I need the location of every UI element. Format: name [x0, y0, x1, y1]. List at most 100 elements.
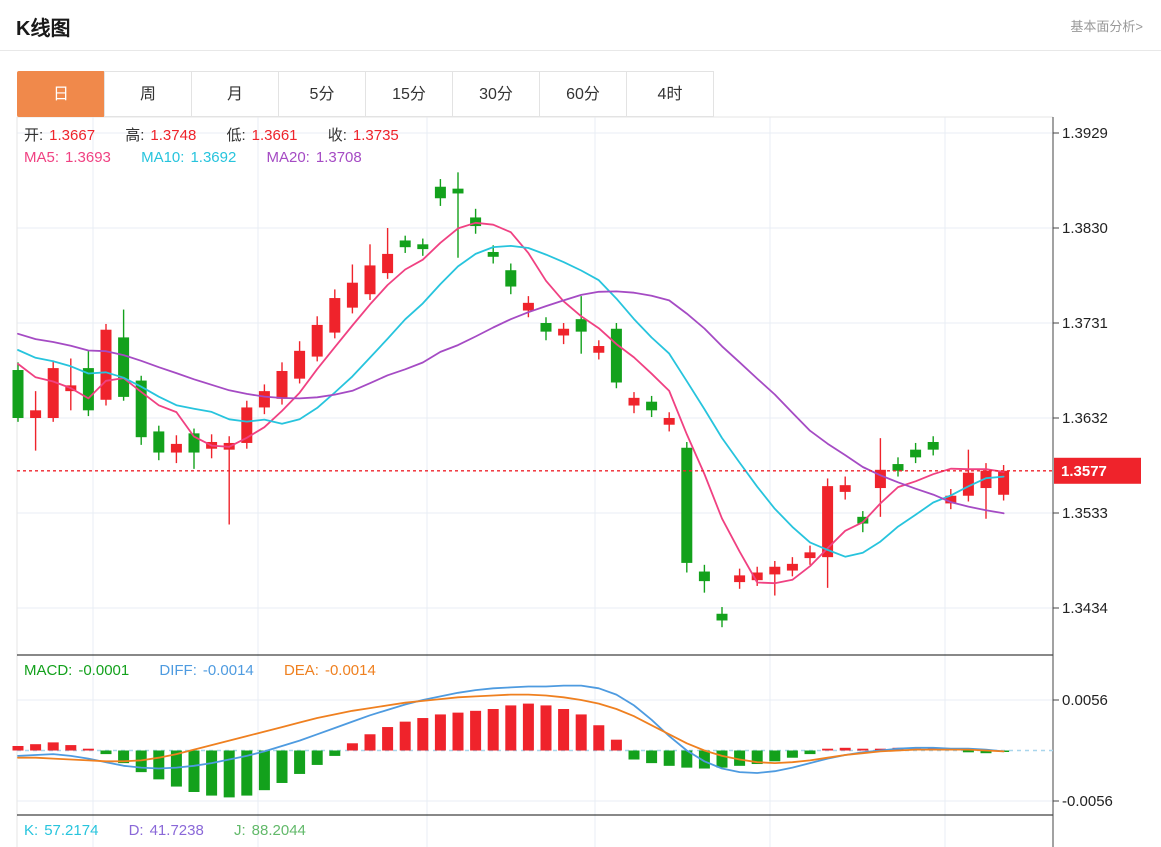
- macd-bar: [558, 709, 570, 751]
- tab-day[interactable]: 日: [17, 71, 105, 117]
- candle: [962, 472, 974, 496]
- macd-bar: [522, 703, 534, 751]
- macd-legend: MACD: -0.0001 DIFF: -0.0014 DEA: -0.0014: [24, 662, 382, 679]
- ma10-label: MA10:: [141, 149, 185, 166]
- candle: [470, 217, 482, 227]
- candle: [522, 302, 534, 311]
- macd-bar: [294, 750, 306, 774]
- candle: [910, 449, 922, 458]
- macd-bar: [30, 744, 42, 751]
- candle: [346, 282, 358, 308]
- macd-bar: [716, 750, 728, 768]
- macd-axis-tick-label: -0.0056: [1062, 793, 1113, 810]
- macd-bar: [487, 709, 499, 751]
- macd-bar: [575, 714, 587, 751]
- kdj-d-value: 41.7238: [149, 822, 204, 839]
- ohlc-legend: 开: 1.3667 高: 1.3748 低: 1.3661 收: 1.3735: [24, 124, 405, 145]
- macd-bar: [786, 750, 798, 758]
- candle: [153, 431, 165, 453]
- close-value: 1.3735: [352, 127, 399, 144]
- candle: [628, 397, 640, 406]
- macd-bar: [839, 747, 851, 751]
- candle: [892, 464, 904, 471]
- candle: [593, 346, 605, 353]
- tab-5min[interactable]: 5分: [278, 71, 366, 117]
- macd-bar: [610, 739, 622, 751]
- dea-value: -0.0014: [324, 662, 376, 679]
- ma-legend: MA5: 1.3693 MA10: 1.3692 MA20: 1.3708: [24, 149, 368, 166]
- macd-bar: [962, 750, 974, 753]
- header-divider: [0, 50, 1161, 51]
- macd-bar: [276, 750, 288, 783]
- kdj-k-label: K:: [24, 822, 39, 839]
- candle: [540, 323, 552, 332]
- macd-bar: [65, 745, 77, 751]
- candle: [610, 328, 622, 383]
- candle: [804, 552, 816, 559]
- macd-label: MACD:: [24, 662, 73, 679]
- candle: [434, 186, 446, 199]
- diff-value: -0.0014: [202, 662, 254, 679]
- candle: [258, 391, 270, 408]
- candle: [857, 516, 869, 524]
- kdj-legend: K: 57.2174 D: 41.7238 J: 88.2044: [24, 822, 312, 839]
- candle: [839, 485, 851, 492]
- candle: [170, 443, 182, 453]
- candle: [734, 575, 746, 583]
- ma5-line: [17, 221, 1005, 585]
- candle: [30, 410, 42, 418]
- macd-bar: [364, 734, 376, 751]
- macd-bar: [82, 748, 94, 751]
- ma10-line: [17, 244, 1005, 558]
- candle: [698, 571, 710, 582]
- tab-week[interactable]: 周: [104, 71, 192, 117]
- candle: [188, 433, 200, 453]
- open-value: 1.3667: [49, 127, 96, 144]
- macd-bar: [329, 750, 341, 756]
- macd-value: -0.0001: [78, 662, 130, 679]
- candle: [364, 265, 376, 295]
- candle: [998, 470, 1010, 495]
- macd-bar: [153, 750, 165, 780]
- candle: [646, 401, 658, 411]
- tab-month[interactable]: 月: [191, 71, 279, 117]
- macd-bar: [241, 750, 253, 796]
- macd-bar: [170, 750, 182, 787]
- low-value: 1.3661: [251, 127, 298, 144]
- candle: [945, 495, 957, 504]
- kdj-k-value: 57.2174: [44, 822, 99, 839]
- candle: [118, 337, 130, 397]
- tab-30min[interactable]: 30分: [452, 71, 540, 117]
- macd-bar: [452, 712, 464, 751]
- low-label: 低:: [226, 127, 246, 144]
- ma5-value: 1.3693: [65, 149, 111, 166]
- y-axis-tick-label: 1.3632: [1062, 410, 1108, 427]
- macd-bar: [505, 705, 517, 751]
- macd-bar: [698, 750, 710, 769]
- candle: [329, 298, 341, 333]
- macd-bar: [399, 721, 411, 751]
- macd-bar: [258, 750, 270, 791]
- page-title: K线图: [16, 18, 71, 40]
- candle: [452, 188, 464, 194]
- tab-60min[interactable]: 60分: [539, 71, 627, 117]
- macd-bar: [470, 710, 482, 751]
- fundamental-analysis-link[interactable]: 基本面分析>: [1070, 19, 1143, 34]
- macd-bar: [663, 750, 675, 766]
- candle: [769, 566, 781, 575]
- candle: [241, 407, 253, 443]
- candle: [786, 563, 798, 571]
- macd-bar: [734, 750, 746, 766]
- y-axis-tick-label: 1.3731: [1062, 315, 1108, 332]
- tab-15min[interactable]: 15分: [365, 71, 453, 117]
- macd-bar: [769, 750, 781, 762]
- macd-bar: [346, 743, 358, 751]
- tab-4hour[interactable]: 4时: [626, 71, 714, 117]
- ma5-label: MA5:: [24, 149, 60, 166]
- candle: [12, 370, 24, 418]
- macd-bar: [804, 750, 816, 755]
- y-axis-tick-label: 1.3533: [1062, 505, 1108, 522]
- macd-bar: [822, 748, 834, 751]
- candle: [716, 613, 728, 621]
